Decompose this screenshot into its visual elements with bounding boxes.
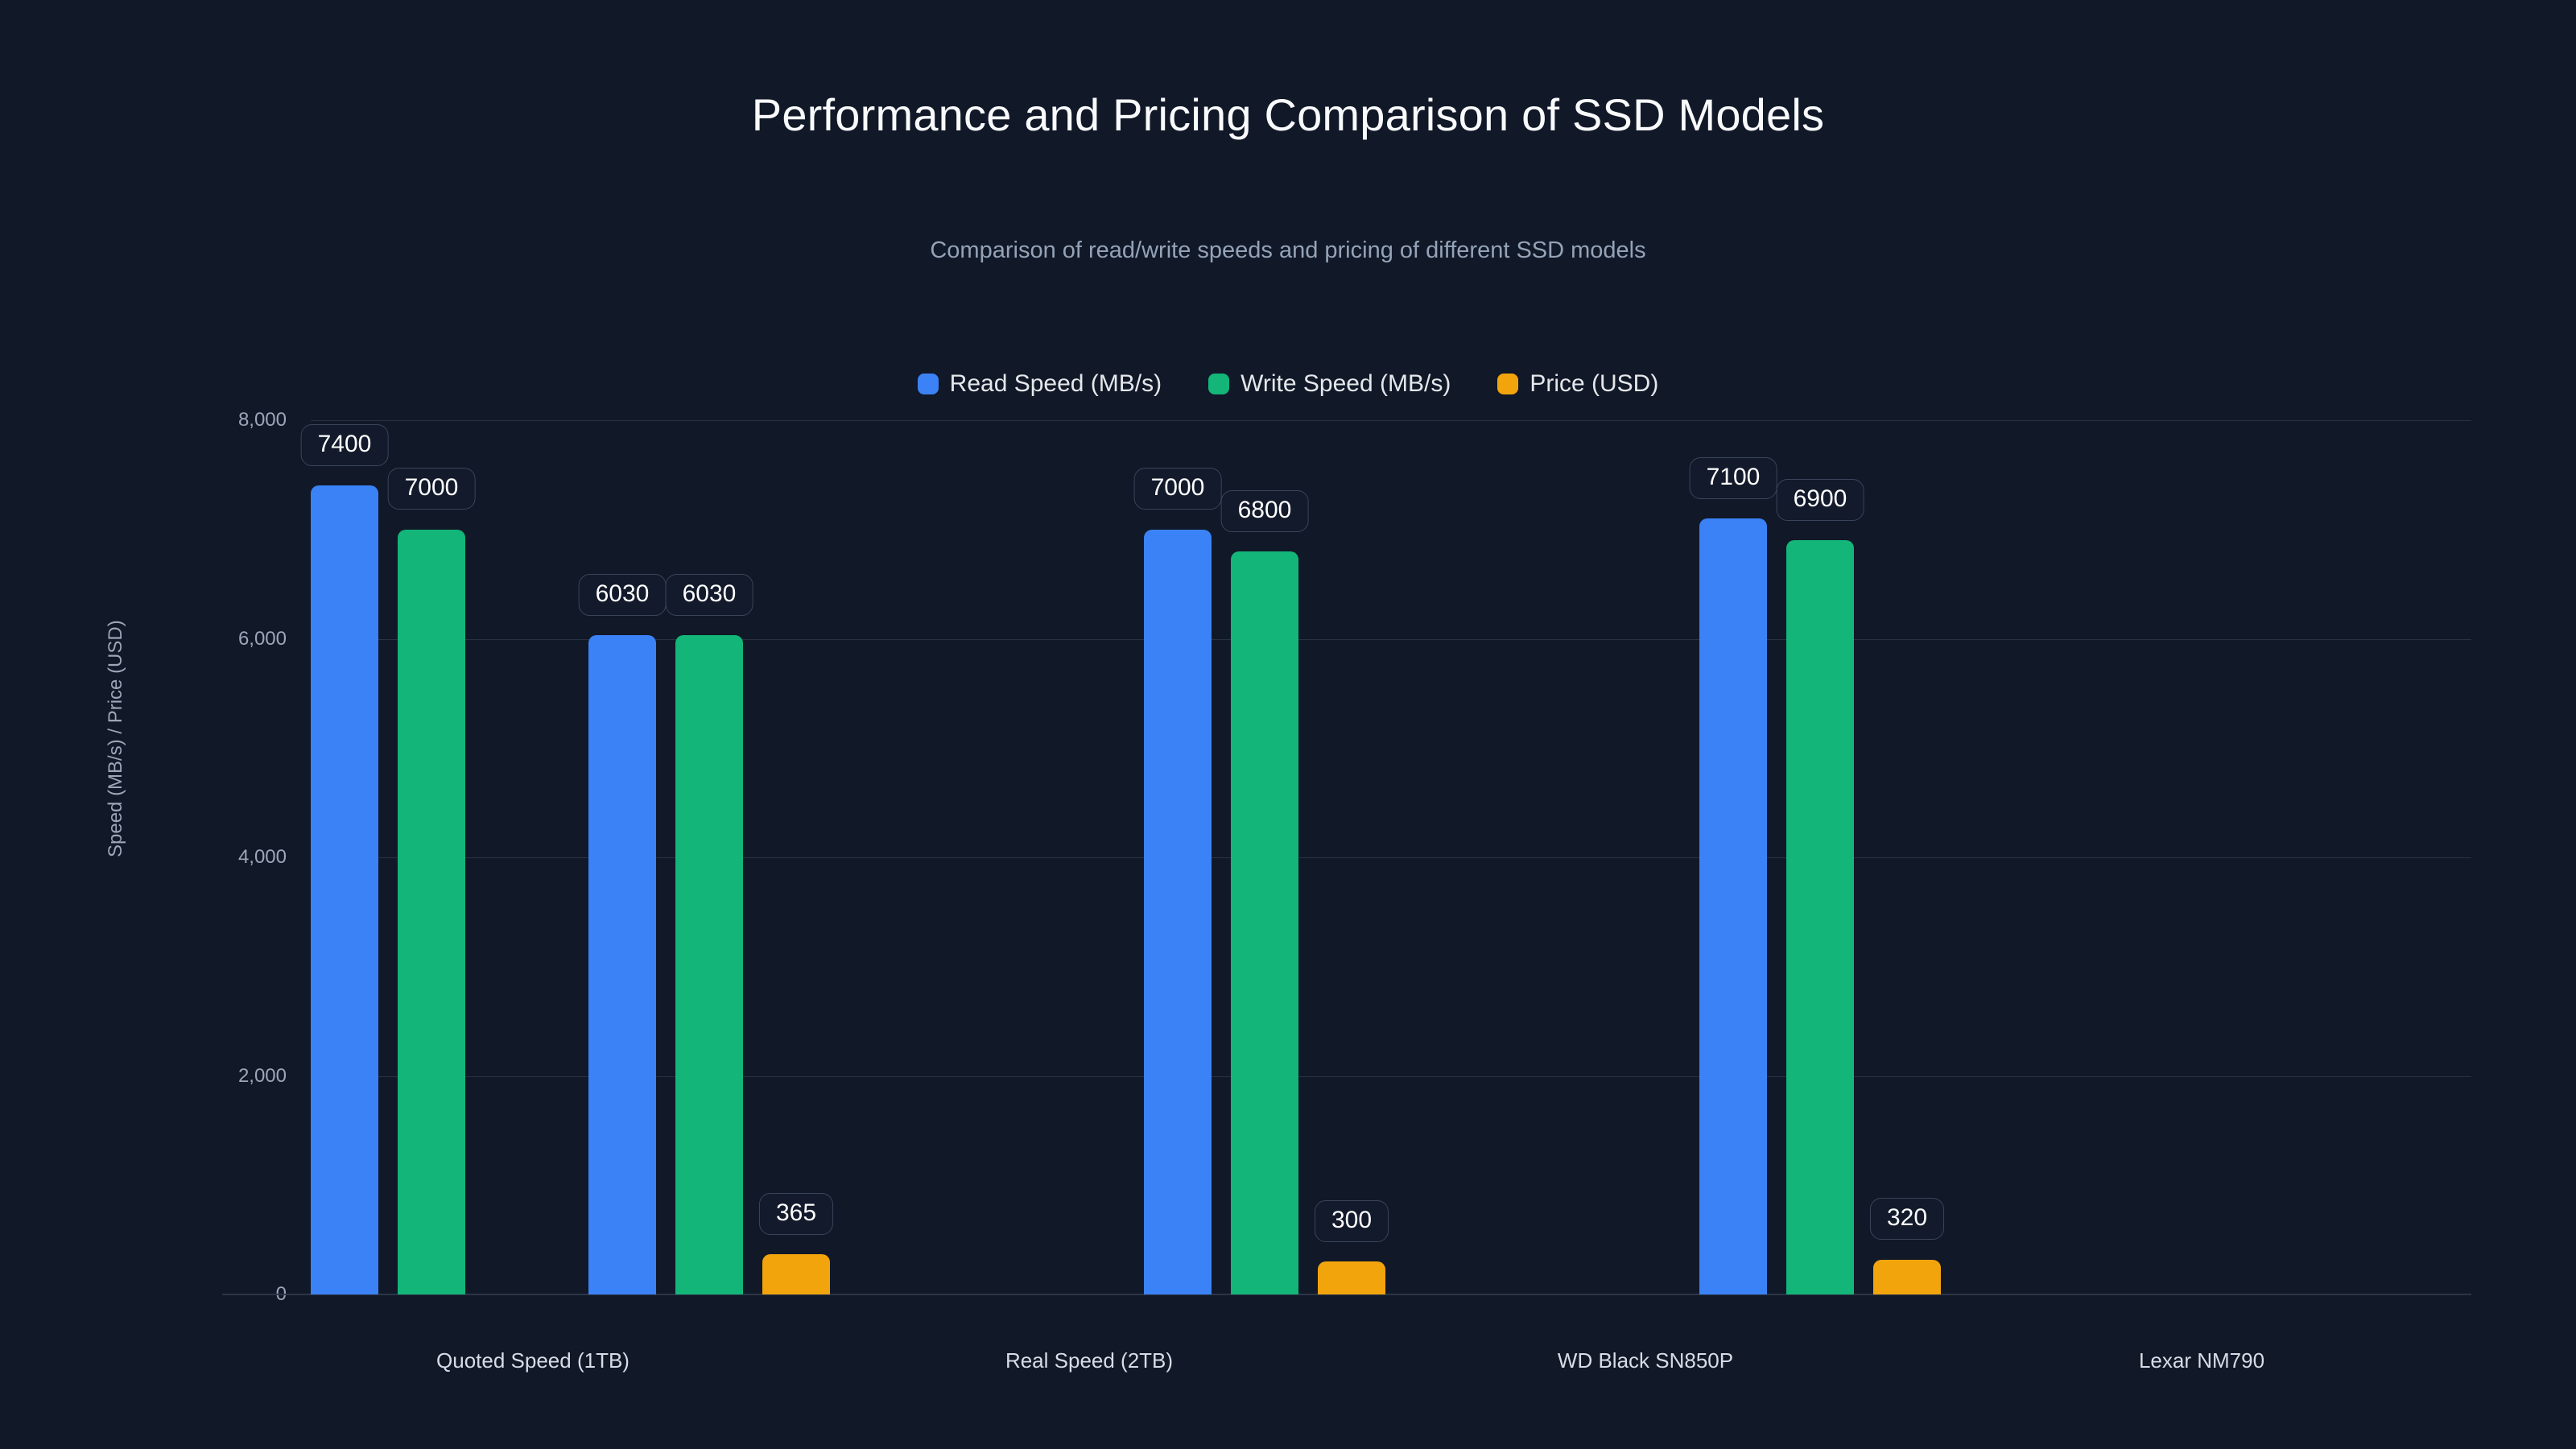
- bar-value-label: 365: [758, 1193, 834, 1235]
- legend-item-price[interactable]: Price (USD): [1497, 370, 1658, 398]
- bar-write-real-speed-2tb[interactable]: 6030: [665, 420, 753, 1294]
- legend-item-read[interactable]: Read Speed (MB/s): [917, 370, 1162, 398]
- bar-rect: [1318, 1261, 1385, 1294]
- x-label-lexar-nm790: Lexar NM790: [2138, 1348, 2265, 1373]
- legend-swatch-write-icon: [1208, 374, 1230, 394]
- gridline-4000: [311, 857, 2471, 858]
- x-label-quoted-speed-1tb: Quoted Speed (1TB): [436, 1348, 630, 1373]
- plot-area: 7400 7000 6030 6030 365: [222, 420, 2471, 1295]
- gridline-6000: [311, 638, 2471, 640]
- bar-value-label: 6030: [665, 574, 753, 616]
- bar-value-label: 6800: [1220, 490, 1309, 532]
- legend-label-read: Read Speed (MB/s): [949, 370, 1162, 397]
- bar-value-label: 7000: [1133, 468, 1222, 510]
- bar-value-label: 7000: [387, 468, 476, 510]
- page-title: Performance and Pricing Comparison of SS…: [751, 89, 1825, 140]
- y-tick-8000: 8,000: [237, 409, 287, 431]
- y-tick-4000: 4,000: [237, 846, 287, 868]
- bar-value-label: 7400: [300, 424, 389, 466]
- bar-rect: [398, 529, 465, 1294]
- axis-baseline: [222, 1294, 2471, 1295]
- bar-price-lexar-nm790[interactable]: 320: [1869, 420, 1945, 1294]
- bar-write-wd-black-sn850p[interactable]: 6800: [1220, 420, 1309, 1294]
- bar-rect: [1873, 1259, 1941, 1294]
- legend-swatch-price-icon: [1497, 374, 1519, 394]
- bar-rect: [675, 635, 743, 1294]
- bar-write-lexar-nm790[interactable]: 6900: [1776, 420, 1864, 1294]
- gridline-8000: [311, 420, 2471, 421]
- bar-value-label: 6900: [1776, 479, 1864, 521]
- page-subtitle: Comparison of read/write speeds and pric…: [930, 237, 1646, 263]
- bar-value-label: 320: [1869, 1198, 1945, 1240]
- gridline-2000: [311, 1075, 2471, 1077]
- bar-price-real-speed-2tb[interactable]: 365: [758, 420, 834, 1294]
- legend-label-price: Price (USD): [1530, 370, 1659, 397]
- bar-rect: [1699, 518, 1767, 1294]
- legend-swatch-read-icon: [917, 374, 939, 394]
- bar-read-lexar-nm790[interactable]: 7100: [1689, 420, 1777, 1294]
- bar-read-real-speed-2tb[interactable]: 6030: [578, 420, 667, 1294]
- bar-write-quoted-speed-1tb[interactable]: 7000: [387, 420, 476, 1294]
- x-label-wd-black-sn850p: WD Black SN850P: [1557, 1348, 1734, 1373]
- bar-price-wd-black-sn850p[interactable]: 300: [1314, 420, 1389, 1294]
- bar-rect: [1144, 529, 1212, 1294]
- bar-rect: [1231, 551, 1298, 1294]
- y-tick-6000: 6,000: [237, 627, 287, 650]
- bar-rect: [762, 1254, 830, 1294]
- chart-legend: Read Speed (MB/s) Write Speed (MB/s) Pri…: [0, 370, 2576, 398]
- bar-value-label: 300: [1314, 1200, 1389, 1242]
- bar-price-quoted-speed-1tb: [485, 420, 552, 1294]
- x-label-real-speed-2tb: Real Speed (2TB): [1005, 1348, 1174, 1373]
- bar-read-wd-black-sn850p[interactable]: 7000: [1133, 420, 1222, 1294]
- bar-rect: [311, 485, 378, 1294]
- bar-rect: [1786, 540, 1854, 1294]
- legend-label-write: Write Speed (MB/s): [1241, 370, 1451, 397]
- bar-read-quoted-speed-1tb[interactable]: 7400: [300, 420, 389, 1294]
- legend-item-write[interactable]: Write Speed (MB/s): [1208, 370, 1451, 398]
- bar-rect: [588, 635, 656, 1294]
- y-tick-2000: 2,000: [237, 1064, 287, 1087]
- bar-value-label: 7100: [1689, 457, 1777, 499]
- bar-value-label: 6030: [578, 574, 667, 616]
